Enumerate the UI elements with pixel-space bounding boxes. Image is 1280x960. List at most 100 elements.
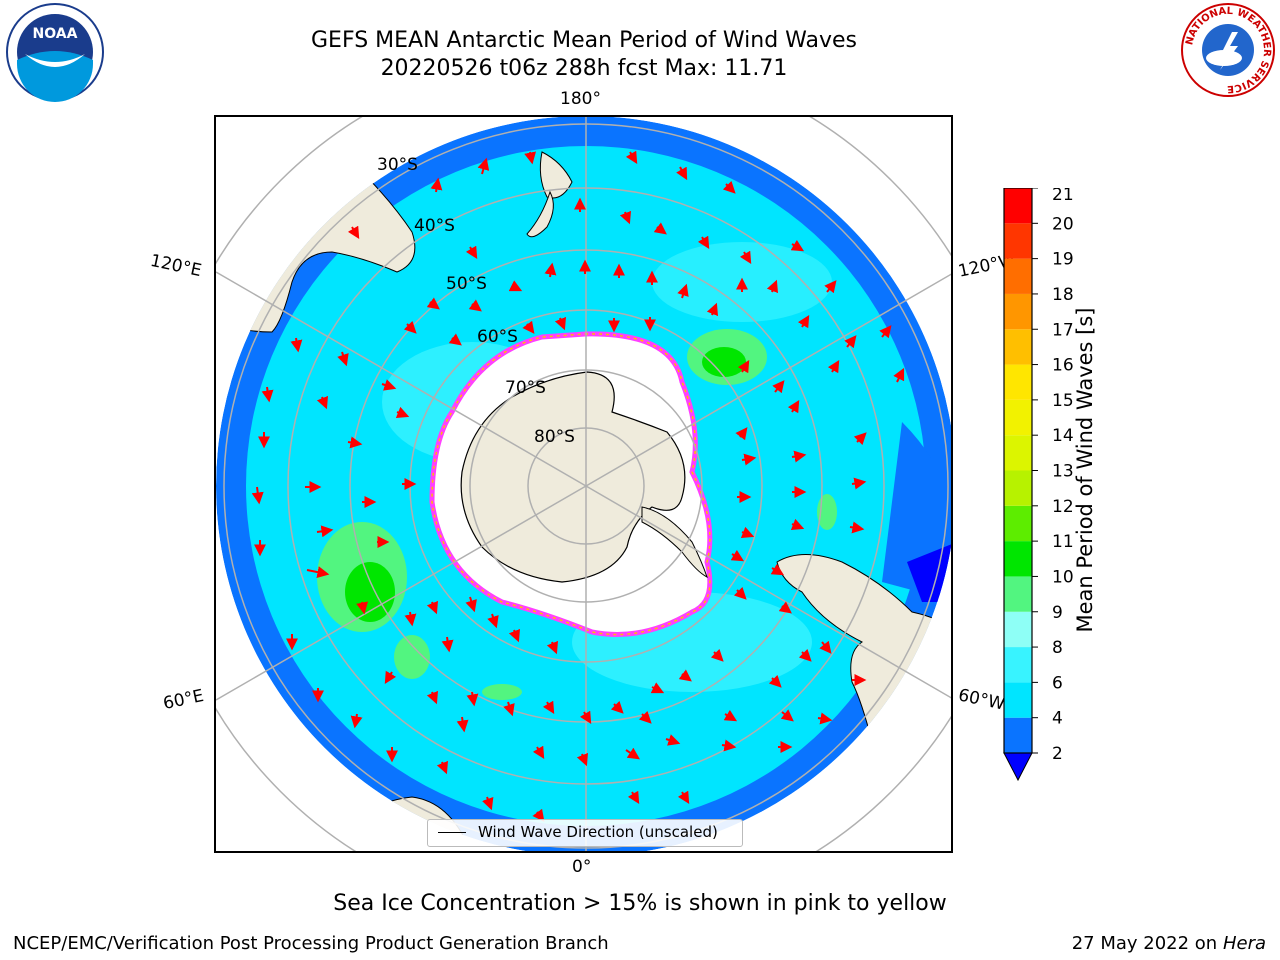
wave-arrow — [733, 586, 747, 600]
wave-arrow — [706, 302, 719, 317]
colorbar-tick-label: 17 — [1052, 320, 1074, 340]
wave-arrow — [741, 453, 757, 466]
meridian-120e — [216, 271, 587, 487]
chart-title: GEFS MEAN Antarctic Mean Period of Wind … — [311, 28, 857, 53]
colorbar-swatch — [1004, 611, 1032, 648]
colorbar-swatch — [1004, 258, 1032, 294]
colorbar-under-arrow — [1003, 752, 1033, 782]
colorbar-tick-label: 12 — [1052, 497, 1074, 517]
lat-label-80s: 80°S — [534, 427, 575, 447]
meridian-120w — [585, 273, 951, 487]
legend-line-sample — [438, 832, 466, 833]
wave-arrow — [576, 752, 589, 767]
wave-arrow — [395, 406, 410, 419]
chart-subtitle: 20220526 t06z 288h fcst Max: 11.71 — [380, 56, 788, 81]
lat-label-60s: 60°S — [477, 327, 518, 347]
meridian-grid — [216, 117, 951, 851]
wave-arrow — [508, 628, 521, 643]
wave-arrow — [780, 709, 794, 722]
wave-arrow — [710, 648, 724, 662]
colorbar: 2 4 6 8 9 10 11 12 13 14 15 16 17 18 19 20 21 — [1003, 188, 1074, 782]
colorbar-tick-label: 19 — [1052, 250, 1074, 270]
wave-arrow — [261, 386, 274, 403]
wave-arrow — [844, 335, 857, 349]
colorbar-swatch — [1004, 364, 1032, 400]
green-wave-patch — [482, 684, 522, 700]
colorbar-swatch — [1004, 223, 1032, 259]
footer-date: 27 May 2022 on Hera — [1072, 933, 1266, 954]
wave-arrow — [337, 351, 349, 367]
wave-arrow — [772, 380, 785, 394]
antarctic-peninsula — [641, 506, 708, 578]
colorbar-tick-label: 8 — [1052, 638, 1063, 658]
noaa-logo-text: NOAA — [33, 26, 78, 42]
wave-arrow — [316, 525, 334, 538]
wave-arrow — [677, 790, 690, 805]
wave-arrow — [824, 280, 837, 294]
colorbar-tick-label: 10 — [1052, 567, 1074, 587]
wave-arrow — [678, 669, 692, 682]
colorbar-tick-label: 15 — [1052, 391, 1074, 411]
wave-arrow — [426, 690, 439, 705]
wave-arrow — [290, 337, 303, 353]
wave-arrow — [827, 359, 840, 374]
colorbar-tick-label: 9 — [1052, 603, 1063, 623]
wave-arrow — [579, 710, 592, 725]
colorbar-tick-label: 20 — [1052, 214, 1074, 234]
wave-arrow — [730, 549, 745, 562]
wave-arrow — [522, 320, 535, 334]
wave-arrow — [879, 325, 892, 339]
footer-date-text: 27 May 2022 on — [1071, 933, 1218, 954]
map-frame: 30°S 40°S 50°S 60°S 70°S 80°S — [214, 115, 953, 853]
wave-arrow — [627, 790, 640, 805]
wave-arrow — [721, 739, 737, 752]
colorbar-tick-label: 11 — [1052, 532, 1074, 552]
wave-arrow — [853, 432, 867, 446]
wave-arrow — [778, 601, 792, 614]
wave-arrow — [849, 521, 865, 534]
wave-arrow — [426, 600, 439, 615]
sea-ice-edge-yellow — [431, 333, 711, 636]
meridian-label-60e: 60°E — [161, 685, 206, 715]
lat-label-40s: 40°S — [414, 216, 455, 236]
wave-arrow — [798, 648, 812, 662]
wave-arrow — [653, 222, 667, 235]
wave-arrow — [448, 333, 462, 346]
wave-arrow — [430, 177, 443, 193]
wave-arrow — [251, 486, 264, 505]
colorbar-swatch — [1004, 435, 1032, 471]
wave-arrow — [524, 151, 537, 165]
wave-arrow — [676, 166, 688, 181]
wave-arrow — [770, 563, 785, 576]
legend-label: Wind Wave Direction (unscaled) — [478, 823, 718, 841]
wave-arrow — [610, 700, 624, 714]
wave-arrow — [766, 279, 779, 294]
wave-arrow — [532, 745, 545, 760]
wave-arrow — [456, 716, 469, 733]
antarctica-landmass — [460, 371, 686, 583]
wave-arrow — [441, 636, 454, 653]
wave-direction-arrows — [251, 150, 905, 822]
wave-arrow — [356, 601, 369, 615]
wave-arrow — [350, 713, 363, 729]
wave-arrow — [426, 297, 440, 310]
colorbar-label: Mean Period of Wind Waves [s] — [1073, 307, 1097, 633]
colorbar-swatches — [1004, 188, 1032, 753]
wave-arrow — [465, 596, 477, 613]
wave-arrow — [819, 640, 832, 654]
wave-arrow — [817, 712, 833, 725]
wave-arrow — [665, 734, 681, 746]
wave-arrow — [650, 682, 665, 694]
wave-arrow — [723, 709, 738, 722]
wave-arrow — [797, 314, 810, 329]
new-zealand-north-island — [539, 151, 573, 199]
wave-arrow — [542, 700, 555, 715]
wave-arrow — [381, 379, 397, 391]
wave-arrow — [404, 611, 417, 627]
colorbar-tick-label: 16 — [1052, 356, 1074, 376]
wave-arrow — [544, 262, 557, 278]
meridian-label-60w: 60°W — [956, 685, 1007, 715]
colorbar-tick-label: 2 — [1052, 744, 1063, 764]
colorbar-swatch — [1004, 329, 1032, 365]
wave-arrow — [503, 701, 515, 717]
